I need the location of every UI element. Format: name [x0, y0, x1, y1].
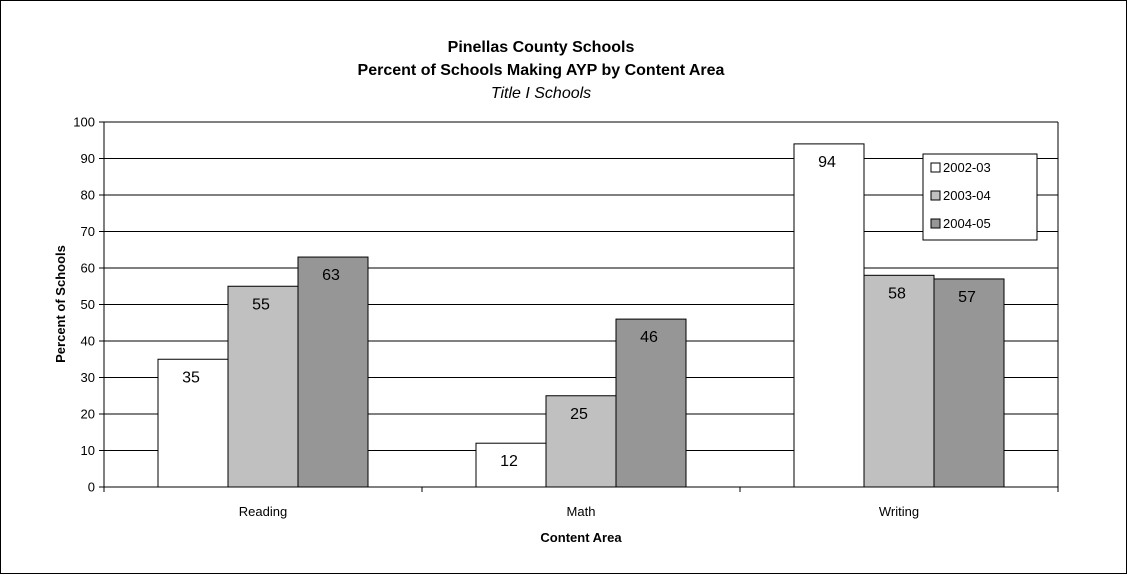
legend-swatch — [930, 162, 941, 173]
bars — [157, 143, 1005, 488]
x-tick-label: Writing — [879, 504, 919, 519]
legend-swatch — [930, 218, 941, 229]
x-tick-label: Math — [567, 504, 596, 519]
y-tick-label: 10 — [81, 443, 95, 458]
x-tick-label: Reading — [239, 504, 287, 519]
legend-label: 2004-05 — [943, 216, 991, 231]
y-tick-label: 60 — [81, 261, 95, 276]
bar-2004-05-Reading — [297, 256, 369, 488]
y-tick-label: 100 — [73, 115, 95, 130]
data-label: 55 — [252, 296, 270, 313]
data-label: 58 — [888, 285, 906, 302]
bar-2002-03-Math — [475, 442, 547, 488]
x-axis-title: Content Area — [540, 530, 622, 545]
y-tick-label: 50 — [81, 297, 95, 312]
legend-swatch — [930, 190, 941, 201]
legend-label: 2003-04 — [943, 188, 991, 203]
tick-labels: 0 10 20 30 40 50 60 70 80 90 100 Reading Math Writing — [73, 115, 919, 520]
data-label: 63 — [322, 267, 340, 284]
chart-title-line2: Percent of Schools Making AYP by Content… — [358, 62, 725, 79]
data-labels: 35 55 63 12 25 46 94 58 57 — [182, 154, 976, 470]
legend: 2002-03 2003-04 2004-05 — [922, 153, 1038, 241]
y-axis-title: Percent of Schools — [53, 245, 68, 363]
bar-2003-04-Reading — [227, 285, 299, 488]
y-tick-label: 90 — [81, 151, 95, 166]
chart-title: Pinellas County Schools — [448, 39, 635, 56]
data-label: 25 — [570, 406, 588, 423]
bar-2004-05-Math — [615, 318, 687, 488]
data-label: 94 — [818, 154, 836, 171]
data-label: 35 — [182, 369, 200, 386]
bar-2004-05-Writing — [933, 278, 1005, 488]
y-tick-label: 30 — [81, 370, 95, 385]
legend-box — [922, 153, 1038, 241]
y-tick-label: 20 — [81, 407, 95, 422]
chart-subtitle: Title I Schools — [491, 85, 591, 102]
legend-label: 2002-03 — [943, 160, 991, 175]
axes — [99, 121, 1059, 492]
bar-2002-03-Reading — [157, 358, 229, 488]
bar-2003-04-Writing — [863, 274, 935, 488]
bar-2002-03-Writing — [793, 143, 865, 488]
y-tick-label: 80 — [81, 188, 95, 203]
data-label: 46 — [640, 329, 658, 346]
data-label: 57 — [958, 289, 976, 306]
bar-2003-04-Math — [545, 395, 617, 488]
y-tick-label: 0 — [88, 480, 95, 495]
y-tick-label: 40 — [81, 334, 95, 349]
y-tick-label: 70 — [81, 224, 95, 239]
data-label: 12 — [500, 453, 518, 470]
